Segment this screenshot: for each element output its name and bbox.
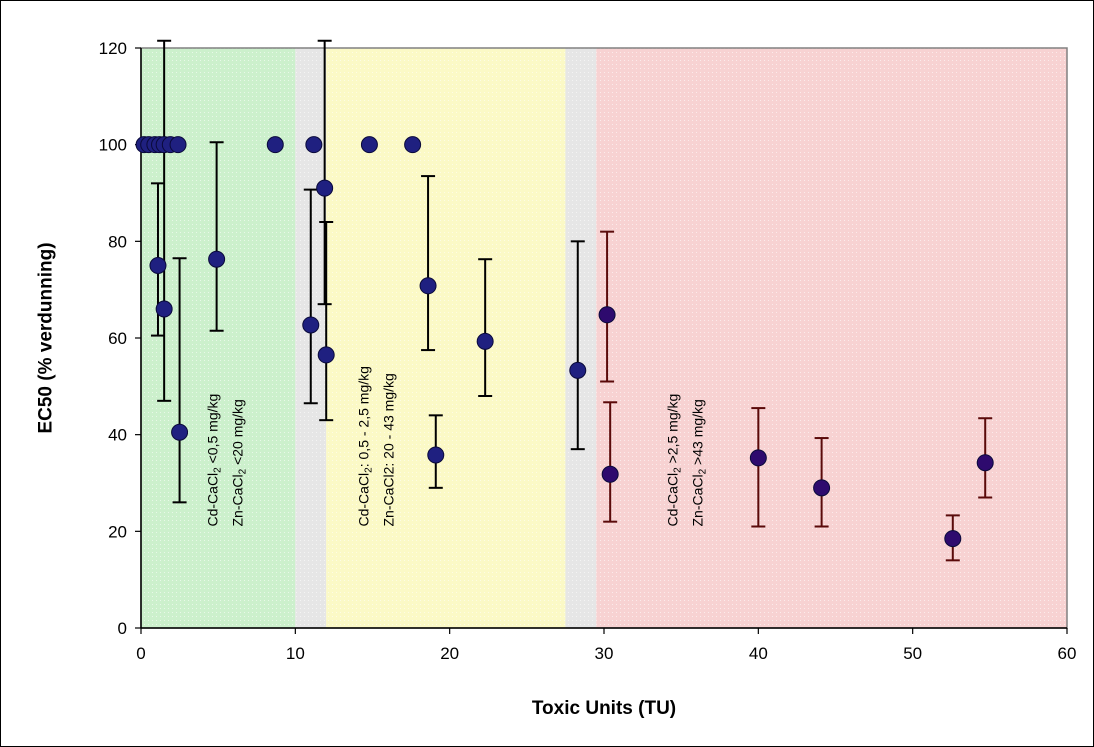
annotation-text: Zn-CaCl [229, 474, 245, 526]
annotation-text: <0,5 mg/kg [204, 394, 220, 468]
error-bar [570, 240, 585, 451]
data-point [208, 250, 226, 268]
data-point [476, 332, 494, 350]
data-points [135, 136, 994, 548]
data-point [569, 361, 587, 379]
y-tick-label: 0 [118, 619, 127, 638]
annotation-subscript: 2 [697, 468, 708, 474]
annotation-2-line-0: Cd-CaCl2 >2,5 mg/kg [664, 394, 683, 527]
annotation-subscript: 2 [363, 467, 374, 473]
error-bar [478, 258, 493, 397]
annotation-subscript: 2 [237, 468, 248, 474]
annotation-text: Cd-CaCl [355, 473, 371, 527]
x-tick-label: 60 [1058, 644, 1077, 663]
x-tick-label: 10 [286, 644, 305, 663]
annotation-text: Cd-CaCl [664, 473, 680, 527]
annotation-text: >2,5 mg/kg [664, 394, 680, 468]
annotation-subscript: 2 [672, 467, 683, 473]
x-tick-label: 40 [749, 644, 768, 663]
region-texture-4 [596, 48, 1067, 628]
error-bar [317, 39, 332, 306]
y-tick-label: 100 [99, 136, 127, 155]
annotation-text: Cd-CaCl [204, 473, 220, 527]
y-tick-label: 80 [108, 232, 127, 251]
data-point [305, 136, 323, 154]
data-point [598, 306, 616, 324]
annotation-1-line-1: Zn-CaCl2: 20 - 43 mg/kg [380, 373, 396, 526]
error-bar [303, 188, 318, 405]
y-tick-label: 60 [108, 329, 127, 348]
error-bar [172, 257, 187, 504]
data-point [360, 136, 378, 154]
data-point [944, 530, 962, 548]
y-tick-label: 120 [99, 39, 127, 58]
annotation-text: Zn-CaCl2: 20 - 43 mg/kg [380, 373, 396, 526]
annotation-0-line-1: Zn-CaCl2 <20 mg/kg [229, 399, 248, 526]
annotation-subscript: 2 [212, 467, 223, 473]
data-point [601, 465, 619, 483]
annotation-0-line-0: Cd-CaCl2 <0,5 mg/kg [204, 394, 223, 527]
annotation-1-line-0: Cd-CaCl2: 0,5 - 2,5 mg/kg [355, 366, 374, 526]
x-tick-label: 0 [136, 644, 145, 663]
data-point [427, 446, 445, 464]
data-point [171, 423, 189, 441]
data-point [317, 346, 335, 364]
region-texture-3 [565, 48, 597, 628]
data-point [149, 257, 167, 274]
annotation-text: : 0,5 - 2,5 mg/kg [355, 366, 371, 467]
error-bar [319, 221, 334, 422]
region-texture-2 [326, 48, 566, 628]
x-tick-label: 30 [595, 644, 614, 663]
data-point [155, 300, 173, 318]
data-point [404, 136, 422, 154]
data-point [302, 316, 320, 334]
data-point [266, 136, 284, 154]
annotation-text: Zn-CaCl [689, 474, 705, 526]
annotation-text: >43 mg/kg [689, 399, 705, 469]
x-axis-label: Toxic Units (TU) [532, 698, 676, 719]
data-point [316, 179, 334, 197]
y-tick-label: 20 [108, 522, 127, 541]
x-tick-label: 50 [903, 644, 922, 663]
data-point [419, 277, 437, 295]
data-point [976, 454, 994, 472]
data-point [169, 136, 187, 154]
error-bar [209, 141, 224, 332]
error-bar [603, 401, 618, 523]
data-point [813, 479, 831, 497]
error-bar [421, 175, 436, 352]
shaded-regions [141, 48, 1067, 628]
error-bar [157, 39, 172, 402]
y-tick-label: 40 [108, 426, 127, 445]
data-point [749, 449, 767, 467]
annotation-text: <20 mg/kg [229, 399, 245, 469]
y-axis-label: EC50 (% verdunning) [36, 242, 57, 433]
x-tick-label: 20 [440, 644, 459, 663]
error-bar [751, 407, 766, 528]
annotation-2-line-1: Zn-CaCl2 >43 mg/kg [689, 399, 708, 526]
